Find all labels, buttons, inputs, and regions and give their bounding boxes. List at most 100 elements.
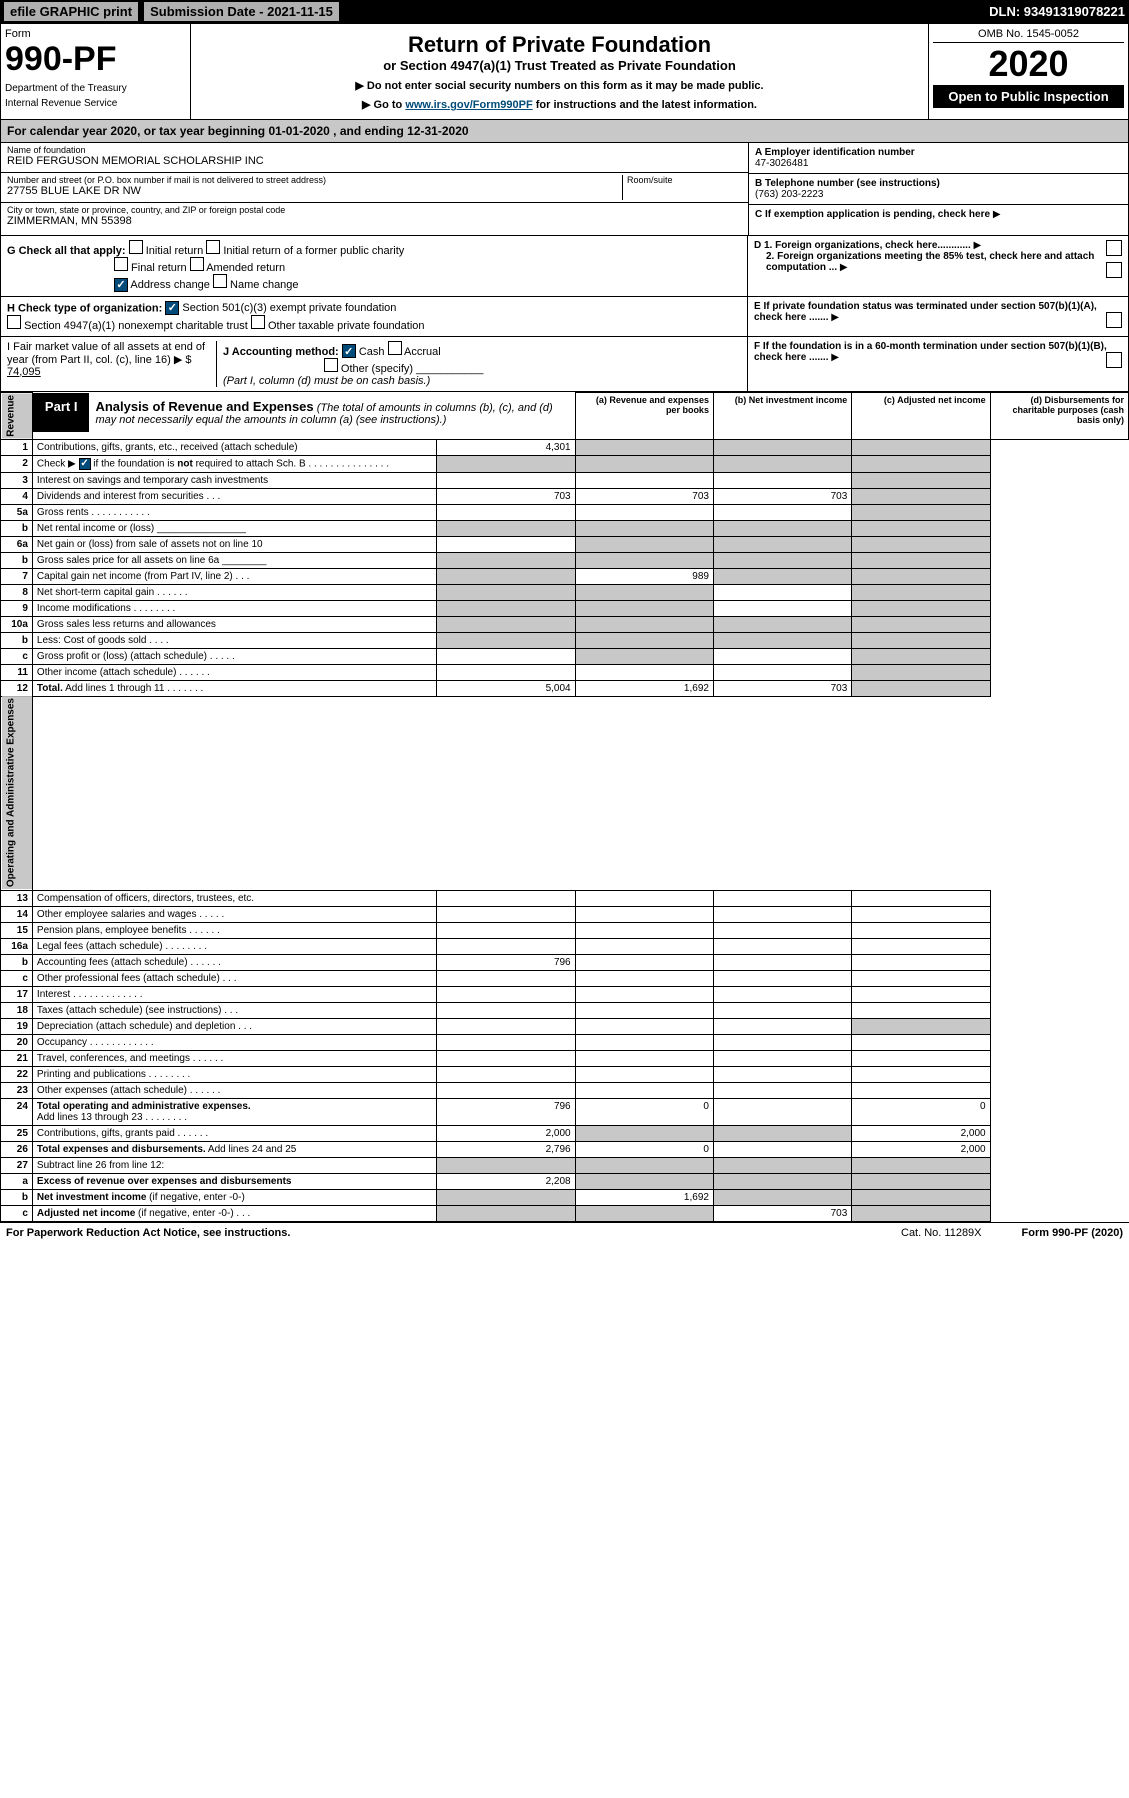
table-row: c Gross profit or (loss) (attach schedul…	[1, 648, 1129, 664]
col-a-val	[437, 1082, 575, 1098]
col-b-val	[575, 954, 713, 970]
dept-treasury: Department of the Treasury	[5, 83, 186, 94]
dept-irs: Internal Revenue Service	[5, 98, 186, 109]
checkbox-501c3[interactable]: ✓ Section 501(c)(3) exempt private found…	[165, 302, 396, 314]
col-d-val	[852, 552, 990, 568]
col-b-val	[575, 584, 713, 600]
open-inspection: Open to Public Inspection	[933, 85, 1124, 108]
line-desc: Capital gain net income (from Part IV, l…	[32, 568, 436, 584]
line-desc: Excess of revenue over expenses and disb…	[32, 1173, 436, 1189]
arrow-icon: ▶	[993, 209, 1001, 220]
line-desc: Accounting fees (attach schedule) . . . …	[32, 954, 436, 970]
j-label: J Accounting method:	[223, 346, 339, 358]
line-desc: Pension plans, employee benefits . . . .…	[32, 922, 436, 938]
page-footer: For Paperwork Reduction Act Notice, see …	[0, 1222, 1129, 1243]
col-d-val	[852, 616, 990, 632]
col-b-val	[575, 922, 713, 938]
line-desc: Net short-term capital gain . . . . . .	[32, 584, 436, 600]
col-a-val	[437, 632, 575, 648]
col-d-val	[852, 1018, 990, 1034]
line-num: b	[1, 1189, 33, 1205]
col-a-val	[437, 616, 575, 632]
col-d-val	[852, 970, 990, 986]
table-row: c Other professional fees (attach schedu…	[1, 970, 1129, 986]
line-num: 1	[1, 439, 33, 455]
room-label: Room/suite	[627, 175, 742, 185]
checkbox-other-method[interactable]: Other (specify) ___________	[324, 363, 484, 375]
col-d-header: (d) Disbursements for charitable purpose…	[990, 393, 1128, 440]
checkbox-address-change[interactable]: ✓ Address change	[114, 279, 210, 291]
ein-value: 47-3026481	[755, 158, 1122, 169]
table-row: 20 Occupancy . . . . . . . . . . . .	[1, 1034, 1129, 1050]
col-d-val	[852, 664, 990, 680]
col-c-val	[713, 1098, 851, 1125]
checkbox-4947a1[interactable]: Section 4947(a)(1) nonexempt charitable …	[7, 320, 248, 332]
col-d-val: 2,000	[852, 1141, 990, 1157]
checkbox-accrual[interactable]: Accrual	[388, 346, 441, 358]
line-desc: Net rental income or (loss) ____________…	[32, 520, 436, 536]
checkbox-d2[interactable]	[1106, 262, 1122, 278]
checkbox-f[interactable]	[1106, 352, 1122, 368]
f-text: F If the foundation is in a 60-month ter…	[754, 341, 1122, 363]
table-row: 27 Subtract line 26 from line 12:	[1, 1157, 1129, 1173]
line-num: a	[1, 1173, 33, 1189]
line-num: 25	[1, 1125, 33, 1141]
checkbox-initial-return[interactable]: Initial return	[129, 245, 204, 257]
col-a-val	[437, 1066, 575, 1082]
col-b-val: 1,692	[575, 1189, 713, 1205]
line-num: c	[1, 648, 33, 664]
line-desc: Printing and publications . . . . . . . …	[32, 1066, 436, 1082]
line-desc: Net gain or (loss) from sale of assets n…	[32, 536, 436, 552]
col-b-val	[575, 1018, 713, 1034]
col-d-val	[852, 922, 990, 938]
table-row: 1 Contributions, gifts, grants, etc., re…	[1, 439, 1129, 455]
col-a-val	[437, 1157, 575, 1173]
checkbox-name-change[interactable]: Name change	[213, 279, 299, 291]
line-num: 14	[1, 906, 33, 922]
form990pf-link[interactable]: www.irs.gov/Form990PF	[405, 99, 532, 111]
col-c-val: 703	[713, 1205, 851, 1221]
col-c-val	[713, 600, 851, 616]
omb-number: OMB No. 1545-0052	[933, 28, 1124, 43]
checkbox-other-taxable[interactable]: Other taxable private foundation	[251, 320, 425, 332]
col-d-val	[852, 600, 990, 616]
subtitle3-pre: ▶ Go to	[362, 99, 405, 111]
col-c-val	[713, 1082, 851, 1098]
line-num: 23	[1, 1082, 33, 1098]
line-desc: Contributions, gifts, grants, etc., rece…	[32, 439, 436, 455]
col-b-val	[575, 520, 713, 536]
col-b-val	[575, 648, 713, 664]
col-c-val	[713, 906, 851, 922]
col-b-val	[575, 1205, 713, 1221]
col-d-val	[852, 1173, 990, 1189]
col-b-val	[575, 1157, 713, 1173]
checkbox-final-return[interactable]: Final return	[114, 262, 187, 274]
col-a-val	[437, 1018, 575, 1034]
line-num: 24	[1, 1098, 33, 1125]
line-num: 8	[1, 584, 33, 600]
section-h-e: H Check type of organization: ✓ Section …	[0, 297, 1129, 337]
col-d-val	[852, 1002, 990, 1018]
checkbox-cash[interactable]: ✓ Cash	[342, 346, 385, 358]
checkbox-amended[interactable]: Amended return	[190, 262, 285, 274]
line-num: 13	[1, 890, 33, 906]
checkbox-e[interactable]	[1106, 312, 1122, 328]
col-c-val	[713, 1050, 851, 1066]
line-num: c	[1, 1205, 33, 1221]
table-row: 24 Total operating and administrative ex…	[1, 1098, 1129, 1125]
table-row: b Net investment income (if negative, en…	[1, 1189, 1129, 1205]
line-desc: Total expenses and disbursements. Add li…	[32, 1141, 436, 1157]
line-desc: Gross rents . . . . . . . . . . .	[32, 504, 436, 520]
i-value: 74,095	[7, 366, 41, 378]
line-desc: Total operating and administrative expen…	[32, 1098, 436, 1125]
col-c-val	[713, 1125, 851, 1141]
phone-value: (763) 203-2223	[755, 189, 1122, 200]
checkbox-initial-former[interactable]: Initial return of a former public charit…	[206, 245, 404, 257]
col-d-val	[852, 1034, 990, 1050]
checkbox-d1[interactable]	[1106, 240, 1122, 256]
line-num: 2	[1, 455, 33, 472]
line-num: 26	[1, 1141, 33, 1157]
col-a-val	[437, 1205, 575, 1221]
col-d-val	[852, 1205, 990, 1221]
col-a-val	[437, 520, 575, 536]
